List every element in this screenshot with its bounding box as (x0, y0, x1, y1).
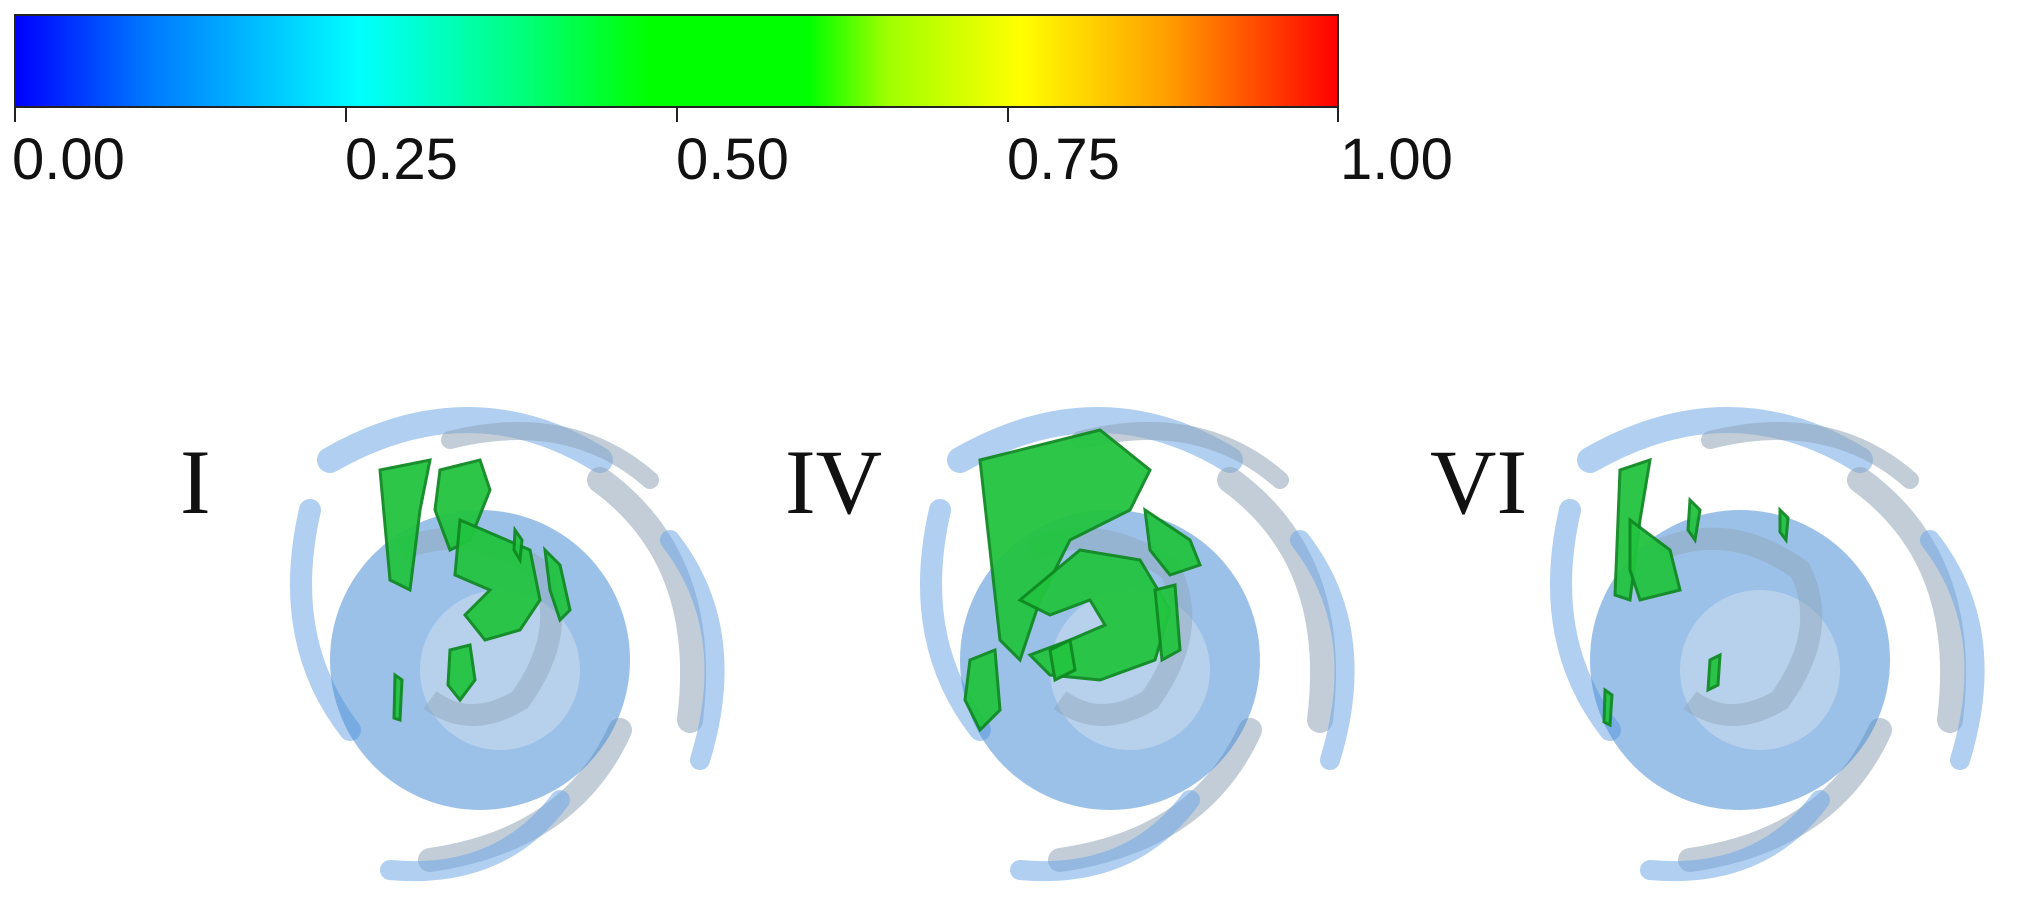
colorbar-gradient (14, 14, 1339, 108)
color-legend: 0.00 0.25 0.50 0.75 1.00 (0, 0, 1500, 200)
blade (1010, 790, 1200, 882)
colorbar-tick-label: 0.50 (676, 127, 789, 192)
colorbar-tick (14, 108, 16, 122)
colorbar-tick-label: 1.00 (1340, 127, 1453, 192)
blade (1217, 467, 1337, 733)
isosurface (446, 643, 477, 703)
isosurface (392, 672, 404, 723)
isosurface (512, 525, 524, 565)
colorbar-tick-label: 0.75 (1007, 127, 1120, 192)
isosurface (963, 647, 1002, 733)
blade (587, 467, 707, 733)
isosurface (1778, 506, 1790, 545)
impeller-isosurface-image (1550, 407, 1985, 882)
blade (920, 499, 991, 741)
colorbar-tick (345, 108, 347, 122)
blade (380, 790, 570, 882)
impeller-isosurface-image (290, 407, 725, 882)
colorbar-tick (676, 108, 678, 122)
blade (1550, 499, 1621, 741)
impeller-render (1530, 400, 2035, 900)
isosurface (1602, 687, 1614, 728)
panel-1: I (170, 400, 820, 900)
blade (660, 530, 725, 770)
blade (1701, 422, 1919, 489)
impeller-isosurface-image (920, 407, 1355, 882)
colorbar-tick (1007, 108, 1009, 122)
blade (1071, 422, 1289, 489)
isosurface (378, 458, 432, 593)
blade (290, 499, 361, 741)
panel-6: VI (1420, 400, 2035, 900)
blade (441, 422, 659, 489)
isosurface (1706, 652, 1722, 693)
blade (1655, 527, 1823, 726)
blade (1847, 467, 1967, 733)
colorbar-tick-label: 0.25 (345, 127, 458, 192)
isosurface (1628, 517, 1682, 602)
isosurface (1153, 583, 1182, 663)
isosurface (542, 545, 572, 623)
blade (1640, 790, 1830, 882)
blade (1025, 527, 1193, 726)
panel-label: I (180, 431, 211, 533)
impeller-render (270, 400, 790, 900)
isosurface (1048, 637, 1077, 683)
hub-eye (420, 590, 580, 750)
impeller-render (900, 400, 1420, 900)
panel-label: IV (785, 431, 883, 533)
isosurface (1143, 506, 1202, 577)
blade (1920, 530, 1985, 770)
colorbar-tick (1337, 108, 1339, 122)
blade (1290, 530, 1355, 770)
panel-label: VI (1430, 431, 1528, 533)
colorbar-tick-label: 0.00 (12, 127, 125, 192)
hub-eye (1680, 590, 1840, 750)
isosurface (1686, 496, 1702, 544)
panel-4: IV (785, 400, 1435, 900)
